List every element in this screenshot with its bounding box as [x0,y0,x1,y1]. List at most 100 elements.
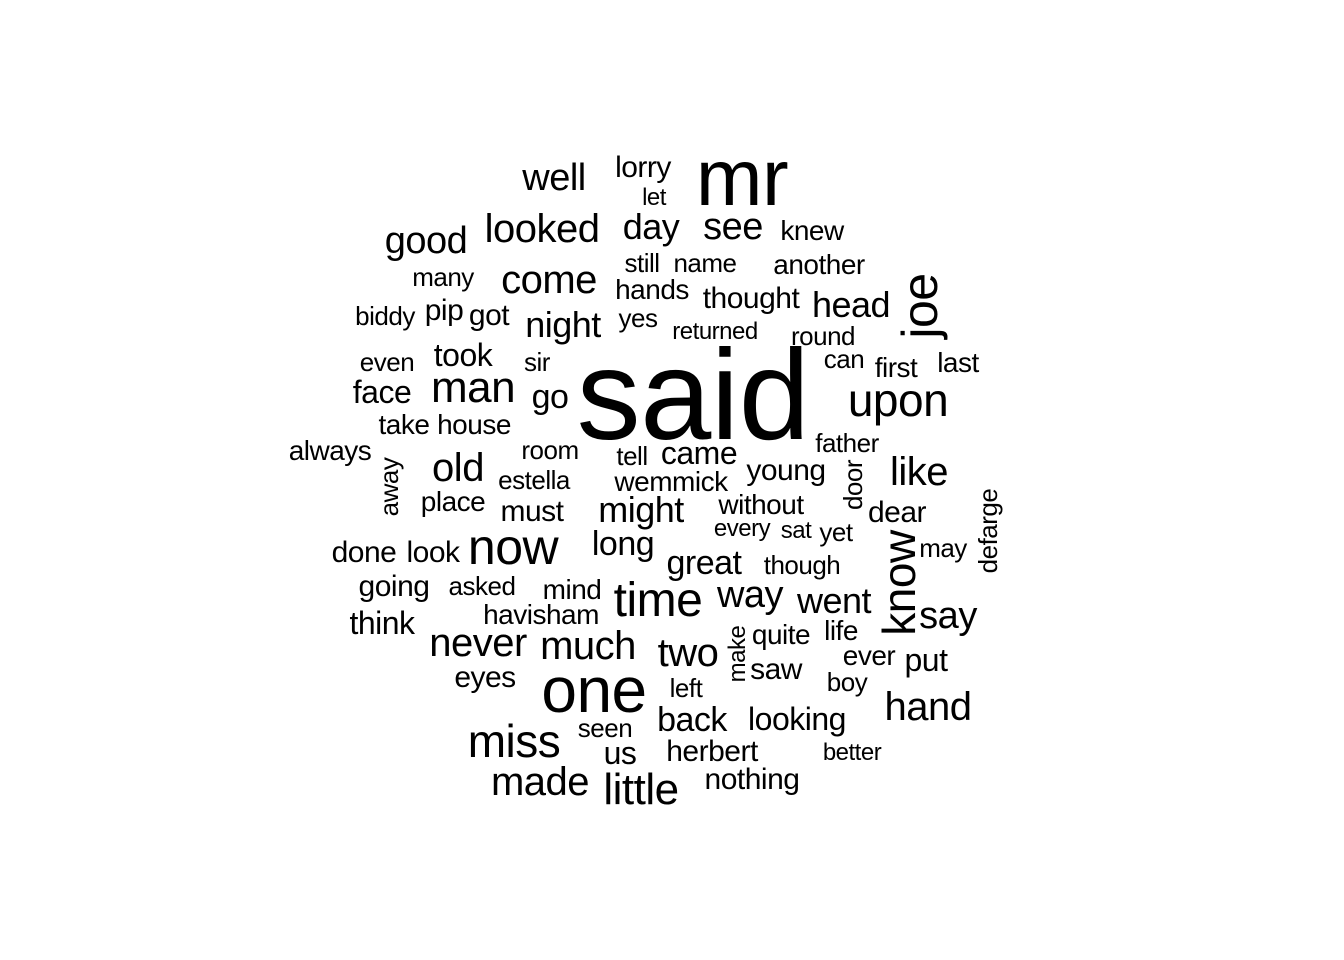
word-away: away [374,457,404,517]
word-boy: boy [826,667,868,697]
word-hands: hands [615,274,689,305]
word-see: see [703,206,763,248]
word-look: look [406,536,460,569]
word-take: take [378,409,430,440]
word-got: got [468,299,510,332]
word-face: face [352,374,412,410]
word-man: man [430,363,516,412]
word-know: know [873,530,925,636]
word-always: always [288,435,372,466]
word-another: another [773,249,865,280]
word-lorry: lorry [615,151,671,184]
word-way: way [716,574,784,616]
word-old: old [432,446,484,490]
word-herbert: herbert [666,735,758,768]
word-thought: thought [702,282,800,315]
word-looking: looking [748,701,846,737]
word-go: go [531,378,569,416]
word-much: much [540,624,636,668]
word-nothing: nothing [704,763,800,796]
word-estella: estella [498,465,570,495]
word-ever: ever [842,640,896,671]
word-like: like [889,450,949,494]
word-us: us [603,735,637,771]
word-well: well [522,157,586,199]
word-many: many [412,262,474,292]
word-saw: saw [750,653,802,686]
word-house: house [437,409,511,440]
word-tell: tell [616,441,648,471]
word-name: name [673,248,737,278]
word-last: last [937,347,979,378]
word-might: might [598,489,684,530]
word-seen: seen [577,713,633,743]
word-looked: looked [484,207,600,251]
word-left: left [669,673,703,703]
word-father: father [815,428,879,458]
word-can: can [823,344,865,374]
word-eyes: eyes [454,661,516,694]
word-let: let [642,184,666,211]
word-now: now [467,519,559,575]
word-first: first [874,352,918,383]
word-day: day [622,206,680,247]
word-said: said [576,324,810,467]
word-great: great [666,544,743,582]
word-round: round [791,321,856,351]
word-door: door [838,459,868,511]
word-yes: yes [618,303,658,333]
word-head: head [811,284,891,325]
word-long: long [591,525,655,563]
word-two: two [657,631,719,675]
word-asked: asked [448,571,516,601]
word-biddy: biddy [355,301,415,331]
word-back: back [657,701,727,739]
word-may: may [919,533,967,563]
word-miss: miss [467,715,561,767]
word-mind: mind [542,574,602,605]
word-every: every [713,515,771,542]
word-going: going [358,570,430,603]
word-knew: knew [780,215,844,246]
word-upon: upon [847,374,949,426]
word-havisham: havisham [483,599,599,630]
word-returned: returned [672,318,758,345]
word-sat: sat [780,517,812,544]
word-little: little [603,765,679,814]
word-joe: joe [892,273,948,339]
word-pip: pip [424,294,464,327]
word-never: never [429,621,527,665]
word-think: think [349,605,415,641]
word-better: better [822,739,882,766]
word-make: make [724,625,751,683]
word-went: went [796,580,872,621]
word-must: must [500,495,564,528]
word-one: one [541,654,647,726]
word-without: without [718,489,804,520]
word-came: came [660,435,738,471]
word-done: done [331,536,397,569]
word-good: good [384,220,468,262]
word-time: time [613,574,703,627]
word-wemmick: wemmick [614,466,728,497]
word-say: say [919,595,977,637]
word-defarge: defarge [973,488,1003,574]
word-put: put [904,642,948,678]
word-quite: quite [751,619,811,650]
word-even: even [359,347,415,377]
word-dear: dear [867,496,927,529]
word-sir: sir [524,347,550,377]
word-place: place [420,486,486,517]
word-though: though [763,550,841,580]
word-room: room [521,435,579,465]
word-come: come [501,258,597,302]
word-young: young [746,454,826,487]
word-took: took [433,337,493,373]
word-made: made [490,760,590,804]
word-night: night [525,304,601,345]
word-still: still [624,248,660,278]
word-hand: hand [884,685,972,729]
word-life: life [824,615,858,646]
word-yet: yet [819,517,853,547]
